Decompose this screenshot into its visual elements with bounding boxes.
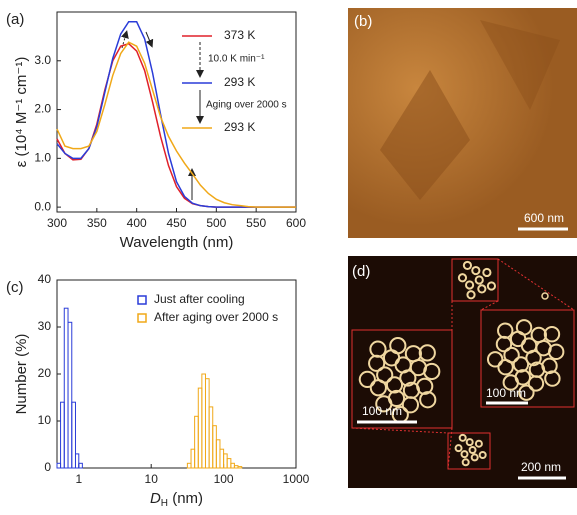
panel-label: (b) [354, 13, 372, 30]
histogram-bar [187, 463, 191, 468]
plot-frame [57, 280, 296, 468]
histogram-bar [195, 416, 199, 468]
legend-swatch [138, 314, 146, 322]
histogram-bar [68, 322, 72, 468]
histogram-bar [209, 407, 213, 468]
y-tick-label: 40 [38, 272, 52, 286]
legend-label: 373 K [224, 28, 255, 42]
x-axis-title: Wavelength (nm) [120, 234, 234, 251]
histogram-bar [198, 388, 202, 468]
x-tick-label: 450 [166, 216, 186, 230]
y-tick-label: 1.0 [34, 151, 51, 165]
x-tick-label: 350 [87, 216, 107, 230]
annotation: 10.0 K min⁻¹ [208, 54, 265, 65]
x-tick-label: 100 [214, 472, 234, 486]
legend-swatch [138, 296, 146, 304]
y-axis-title: Number (%) [13, 334, 30, 415]
legend-label: Just after cooling [154, 292, 245, 306]
x-tick-label: 400 [127, 216, 147, 230]
scale-bar-label: 200 nm [521, 460, 561, 474]
histogram-bar [213, 426, 217, 468]
legend-label: After aging over 2000 s [154, 310, 278, 324]
x-tick-label: 550 [246, 216, 266, 230]
y-tick-label: 3.0 [34, 53, 51, 67]
x-axis-title: DH (nm) [150, 490, 203, 509]
x-axis-title-part: H [161, 498, 168, 509]
x-axis-title-part: D [150, 490, 161, 507]
afm-image-d: (d) 100 nm 100 nm 200 nm [348, 256, 577, 488]
x-tick-label: 600 [286, 216, 306, 230]
histogram-bar [227, 459, 231, 468]
y-tick-label: 0 [44, 460, 51, 474]
histogram-bar [191, 449, 195, 468]
legend-label: 293 K [224, 120, 255, 134]
histogram-bar [220, 449, 224, 468]
y-tick-label: 20 [38, 366, 52, 380]
y-tick-label: 2.0 [34, 102, 51, 116]
figure: (b) 600 nm (d) 100 nm 100 nm 200 nm (a) 3… [0, 0, 577, 515]
scale-bar-label: 100 nm [362, 404, 402, 418]
annotation: Aging over 2000 s [206, 100, 287, 111]
y-tick-label: 30 [38, 319, 52, 333]
histogram-bar [202, 374, 206, 468]
scale-bar-label: 600 nm [524, 211, 564, 225]
histogram-bar [234, 466, 238, 468]
y-tick-label: 10 [38, 413, 52, 427]
histogram-bar [216, 440, 220, 468]
histogram-bar [231, 463, 235, 468]
x-tick-label: 10 [145, 472, 159, 486]
x-tick-label: 1000 [283, 472, 310, 486]
y-tick-label: 0.0 [34, 199, 51, 213]
x-axis-title-part: (nm) [168, 490, 203, 507]
histogram-bar [64, 308, 68, 468]
histogram-bar [224, 454, 228, 468]
x-tick-label: 1 [75, 472, 82, 486]
histogram-bar [72, 402, 76, 468]
histogram-bar [57, 463, 61, 468]
y-axis-title: ε (10⁴ M⁻¹ cm⁻¹) [13, 57, 30, 168]
x-tick-label: 300 [47, 216, 67, 230]
series-line [57, 22, 296, 207]
panel-label: (d) [352, 263, 370, 280]
arrow [146, 32, 151, 44]
panel-label: (a) [6, 11, 24, 28]
histogram-bar [79, 463, 83, 468]
panel-label: (c) [6, 279, 24, 296]
afm-image-b: (b) 600 nm [348, 8, 577, 238]
histogram-bar [238, 467, 242, 468]
legend-label: 293 K [224, 75, 255, 89]
histogram-bar [205, 379, 209, 468]
scale-bar-label: 100 nm [486, 386, 526, 400]
histogram-bar [61, 402, 65, 468]
x-tick-label: 500 [206, 216, 226, 230]
